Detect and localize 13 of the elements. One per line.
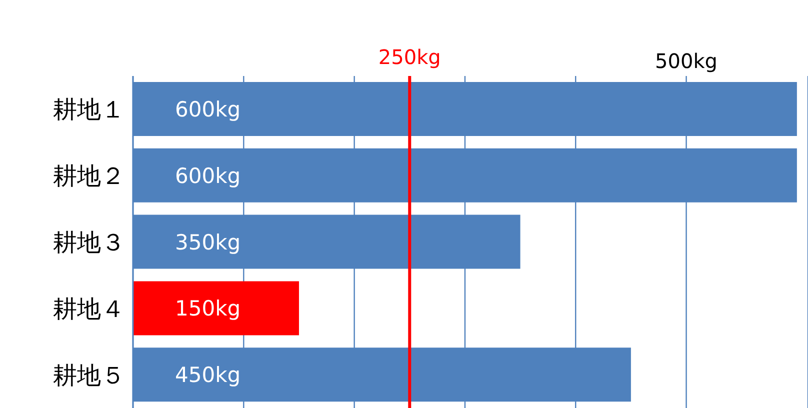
y-tick-label: 耕地５ — [53, 361, 125, 390]
y-tick-label: 耕地４ — [53, 294, 125, 323]
x-tick-label: 500kg — [655, 49, 718, 73]
y-tick-label: 耕地３ — [53, 228, 125, 257]
data-label: 600kg — [175, 97, 241, 122]
data-label: 150kg — [175, 296, 241, 321]
y-tick-label: 耕地２ — [53, 162, 125, 190]
data-label: 450kg — [175, 363, 241, 388]
y-tick-label: 耕地１ — [53, 96, 125, 124]
data-label: 350kg — [175, 230, 241, 254]
bar — [133, 281, 299, 336]
data-label: 600kg — [175, 164, 241, 188]
ref-line-label: 250kg — [378, 45, 441, 69]
